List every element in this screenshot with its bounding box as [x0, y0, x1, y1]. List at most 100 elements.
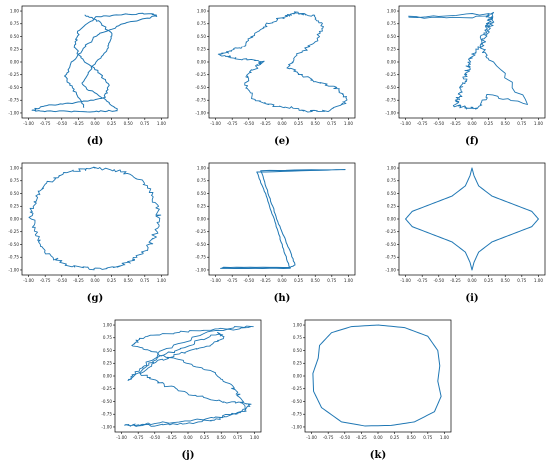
y-tick-label: 0.00	[387, 216, 397, 221]
x-tick-label: -0.25	[73, 278, 84, 283]
x-tick-label: 0.25	[200, 435, 210, 440]
subplot-caption: (g)	[87, 293, 103, 304]
x-tick-label: -0.25	[73, 121, 84, 126]
y-tick-label: 0.50	[293, 348, 303, 353]
x-tick-label: 1.00	[157, 278, 167, 283]
y-tick-label: -0.25	[101, 386, 112, 391]
y-tick-label: -0.75	[385, 255, 396, 260]
y-tick-label: -0.50	[385, 85, 396, 90]
y-tick-label: -0.25	[195, 72, 206, 77]
y-tick-label: -1.00	[195, 110, 206, 115]
y-tick-label: 0.50	[197, 34, 207, 39]
y-tick-label: -0.50	[101, 399, 112, 404]
subplot-caption: (k)	[370, 450, 386, 461]
x-tick-label: 0.00	[90, 121, 100, 126]
y-tick-label: -0.75	[291, 412, 302, 417]
x-tick-label: -0.75	[133, 435, 144, 440]
series-line	[217, 11, 348, 113]
y-tick-label: 0.75	[10, 21, 20, 26]
y-tick-label: -1.00	[8, 110, 19, 115]
x-tick-label: -0.25	[166, 435, 177, 440]
x-tick-label: 0.75	[327, 278, 337, 283]
x-tick-label: -1.00	[23, 121, 34, 126]
x-tick-label: 0.00	[467, 278, 477, 283]
subplot-caption: (j)	[181, 450, 194, 461]
x-tick-label: -1.00	[23, 278, 34, 283]
plot-frame	[398, 5, 546, 119]
x-tick-label: -0.50	[433, 278, 444, 283]
y-tick-label: -1.00	[8, 267, 19, 272]
x-tick-label: 0.50	[124, 121, 134, 126]
x-tick-label: 0.25	[484, 121, 494, 126]
y-tick-label: 1.00	[103, 322, 113, 327]
subplot: -1.00 -0.75 -0.50 -0.25 0.00 0.25 0.50 0.75 1.00…	[291, 319, 452, 461]
y-tick-label: -0.25	[385, 229, 396, 234]
y-tick-label: 0.50	[103, 348, 113, 353]
x-tick-label: -0.25	[260, 278, 271, 283]
plot-frame	[21, 162, 169, 276]
y-tick-label: 0.75	[197, 178, 207, 183]
y-tick-label: -0.25	[291, 386, 302, 391]
x-tick-label: 1.00	[344, 121, 354, 126]
y-tick-label: 0.75	[197, 21, 207, 26]
subplot: -1.00 -0.75 -0.50 -0.25 0.00 0.25 0.50 0.75 1.00…	[101, 319, 262, 461]
y-tick-label: 0.75	[10, 178, 20, 183]
x-tick-label: 0.25	[294, 278, 304, 283]
x-tick-label: 0.50	[311, 278, 321, 283]
y-tick-label: -0.25	[8, 229, 19, 234]
subplot-caption: (i)	[465, 293, 478, 304]
x-tick-label: -0.50	[149, 435, 160, 440]
x-tick-label: 0.75	[423, 435, 433, 440]
x-tick-label: 0.75	[517, 121, 527, 126]
series-line	[220, 169, 346, 270]
x-tick-label: 0.50	[501, 278, 511, 283]
x-tick-label: -0.50	[433, 121, 444, 126]
x-tick-label: -0.75	[417, 278, 428, 283]
series-line	[408, 11, 528, 110]
y-tick-label: 0.25	[293, 361, 303, 366]
y-tick-label: 0.00	[10, 216, 20, 221]
y-tick-label: 0.25	[103, 361, 113, 366]
x-tick-label: 1.00	[157, 121, 167, 126]
y-tick-label: 0.50	[10, 191, 20, 196]
y-tick-label: -0.75	[8, 255, 19, 260]
x-tick-label: -0.25	[450, 121, 461, 126]
x-tick-label: -1.00	[210, 121, 221, 126]
x-tick-label: 0.25	[484, 278, 494, 283]
y-tick-label: -0.50	[195, 85, 206, 90]
subplot: -1.00 -0.75 -0.50 -0.25 0.00 0.25 0.50 0.75 1.00…	[8, 162, 169, 304]
x-tick-label: -1.00	[400, 278, 411, 283]
y-tick-label: -0.25	[8, 72, 19, 77]
series-line	[312, 324, 442, 427]
x-tick-label: -0.50	[243, 121, 254, 126]
x-tick-label: 0.50	[407, 435, 417, 440]
y-tick-label: -1.00	[291, 424, 302, 429]
x-tick-label: -0.50	[243, 278, 254, 283]
y-tick-label: 1.00	[10, 8, 20, 13]
x-tick-label: 0.75	[140, 121, 150, 126]
x-tick-label: 0.50	[124, 278, 134, 283]
plot-frame	[21, 5, 169, 119]
plot-frame	[208, 5, 356, 119]
y-tick-label: 1.00	[197, 165, 207, 170]
series-line	[405, 167, 539, 271]
x-tick-label: 1.00	[250, 435, 260, 440]
x-tick-label: -0.75	[40, 278, 51, 283]
y-tick-label: -1.00	[385, 110, 396, 115]
x-tick-label: 0.75	[517, 278, 527, 283]
subplot: -1.00 -0.75 -0.50 -0.25 0.00 0.25 0.50 0.75 1.00…	[385, 5, 546, 147]
x-tick-label: 1.00	[344, 278, 354, 283]
y-tick-label: -0.75	[8, 98, 19, 103]
y-tick-label: -0.50	[291, 399, 302, 404]
x-tick-label: 0.75	[140, 278, 150, 283]
plot-frame	[398, 162, 546, 276]
y-tick-label: 0.25	[197, 47, 207, 52]
subplot-caption: (f)	[465, 136, 479, 147]
y-tick-label: 1.00	[197, 8, 207, 13]
y-tick-label: 0.50	[10, 34, 20, 39]
x-tick-label: 0.25	[107, 278, 117, 283]
x-tick-label: -0.75	[40, 121, 51, 126]
y-tick-label: 0.50	[197, 191, 207, 196]
y-tick-label: 0.00	[387, 59, 397, 64]
